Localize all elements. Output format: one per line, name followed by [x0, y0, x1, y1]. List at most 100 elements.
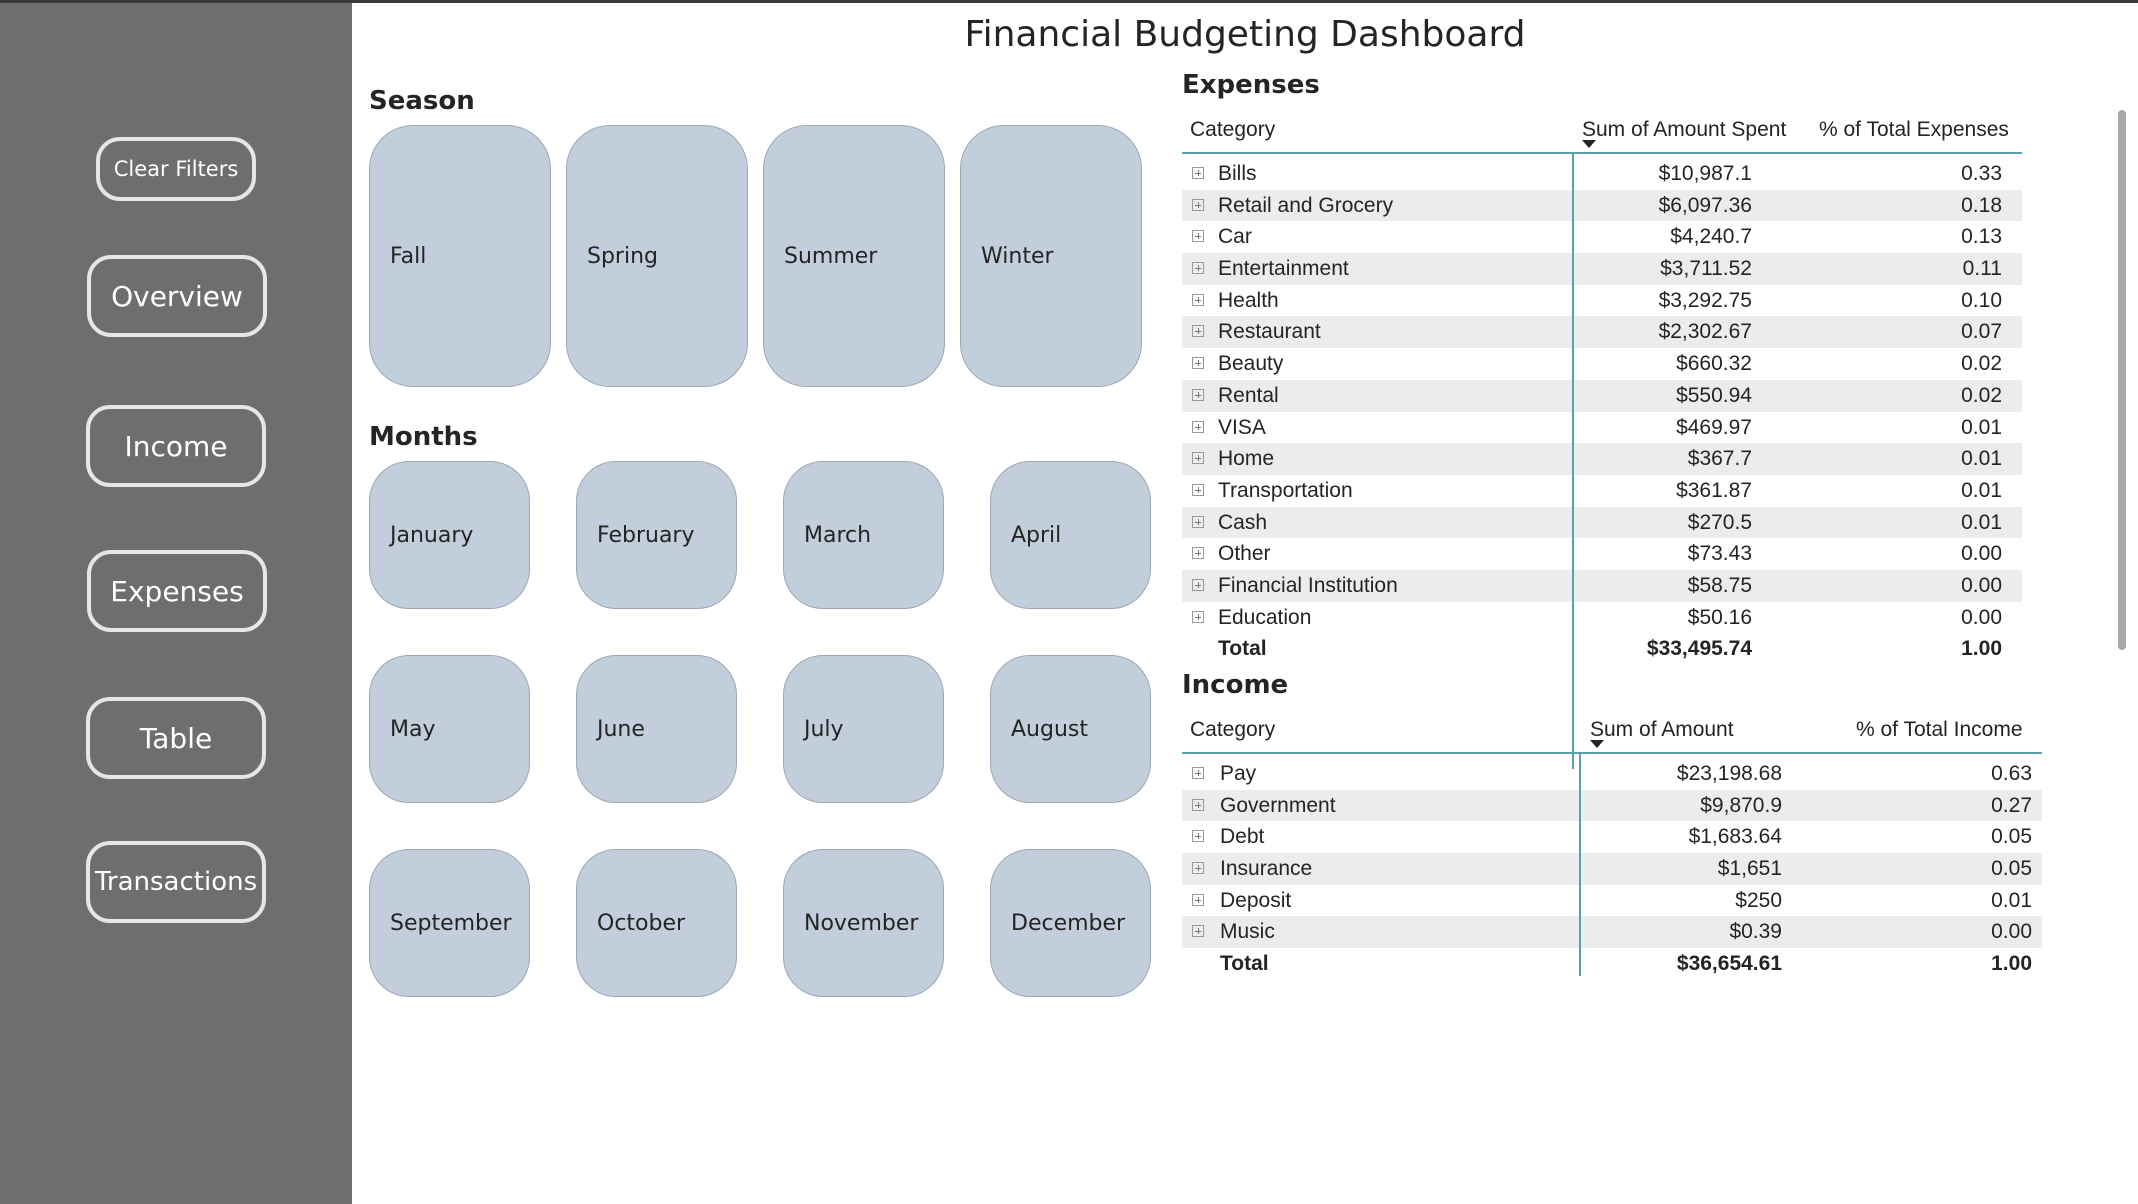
table-row[interactable]: Other $73.43 0.00	[1182, 538, 2022, 570]
table-row[interactable]: Government $9,870.9 0.27	[1182, 789, 2042, 822]
income-table-body: Pay $23,198.68 0.63 Government $9,870.9 0.27 D…	[1182, 754, 2042, 980]
table-row[interactable]: Insurance $1,651 0.05	[1182, 853, 2042, 885]
row-percent: 0.13	[1961, 225, 2002, 249]
row-amount: $550.94	[1676, 383, 1752, 407]
expand-icon[interactable]	[1192, 610, 1204, 623]
table-row[interactable]: Bills $10,987.1 0.33	[1182, 158, 2022, 190]
expand-icon[interactable]	[1192, 925, 1204, 938]
expand-icon[interactable]	[1192, 578, 1204, 591]
income-col-percent[interactable]: % of Total Income	[1856, 718, 2023, 741]
expenses-button[interactable]: Expenses	[87, 550, 267, 632]
month-tile-august[interactable]: August	[990, 655, 1151, 803]
overview-button[interactable]: Overview	[87, 255, 267, 337]
season-tile-summer[interactable]: Summer	[763, 125, 945, 387]
month-tile-june[interactable]: June	[576, 655, 737, 803]
income-col-amount[interactable]: Sum of Amount	[1590, 718, 1734, 741]
table-row[interactable]: Deposit $250 0.01	[1182, 885, 2042, 917]
expand-icon[interactable]	[1192, 547, 1204, 560]
month-tile-february[interactable]: February	[576, 461, 737, 609]
page-scrollbar[interactable]	[2118, 110, 2126, 650]
row-category: Cash	[1218, 510, 1268, 534]
expand-icon[interactable]	[1192, 167, 1204, 179]
total-amount: $36,654.61	[1676, 952, 1782, 976]
total-amount: $33,495.74	[1646, 637, 1752, 661]
month-tile-may[interactable]: May	[369, 655, 530, 803]
expenses-table: Category Sum of Amount Spent % of Total …	[1182, 110, 2022, 769]
row-amount: $1,683.64	[1688, 825, 1782, 849]
season-tile-spring[interactable]: Spring	[566, 125, 748, 387]
row-percent: 0.00	[1961, 605, 2002, 629]
table-row[interactable]: Pay $23,198.68 0.63	[1182, 758, 2042, 790]
income-col-category[interactable]: Category	[1190, 718, 1276, 741]
expand-icon[interactable]	[1192, 388, 1204, 401]
table-row[interactable]: Debt $1,683.64 0.05	[1182, 821, 2042, 853]
income-table-header: Category Sum of Amount % of Total Income	[1182, 710, 2042, 754]
table-row[interactable]: Transportation $361.87 0.01	[1182, 475, 2022, 507]
expenses-divider	[1572, 154, 1574, 769]
row-category: Education	[1218, 605, 1312, 629]
row-amount: $6,097.36	[1658, 193, 1752, 217]
table-row[interactable]: Cash $270.5 0.01	[1182, 506, 2022, 539]
season-tile-fall[interactable]: Fall	[369, 125, 551, 387]
row-amount: $73.43	[1687, 542, 1752, 566]
expand-icon[interactable]	[1192, 830, 1204, 843]
row-percent: 0.05	[1991, 857, 2032, 881]
table-row[interactable]: Entertainment $3,711.52 0.11	[1182, 253, 2022, 285]
month-tile-january[interactable]: January	[369, 461, 530, 609]
row-category: Restaurant	[1218, 320, 1321, 344]
expenses-col-amount[interactable]: Sum of Amount Spent	[1582, 118, 1787, 141]
expand-icon[interactable]	[1192, 798, 1204, 811]
sort-desc-icon[interactable]	[1590, 740, 1604, 748]
expand-icon[interactable]	[1192, 420, 1204, 433]
row-category: Bills	[1218, 162, 1257, 185]
row-percent: 0.33	[1961, 162, 2002, 185]
transactions-button[interactable]: Transactions	[86, 841, 266, 923]
table-row[interactable]: Financial Institution $58.75 0.00	[1182, 569, 2022, 602]
table-row[interactable]: Health $3,292.75 0.10	[1182, 285, 2022, 317]
expenses-col-category[interactable]: Category	[1190, 118, 1276, 141]
expand-icon[interactable]	[1192, 862, 1204, 875]
sort-desc-icon[interactable]	[1582, 140, 1596, 148]
table-row[interactable]: Car $4,240.7 0.13	[1182, 221, 2022, 253]
expand-icon[interactable]	[1192, 230, 1204, 243]
expenses-col-percent[interactable]: % of Total Expenses	[1819, 118, 2009, 141]
table-row[interactable]: VISA $469.97 0.01	[1182, 412, 2022, 444]
row-amount: $367.7	[1687, 447, 1752, 471]
row-percent: 0.02	[1961, 383, 2002, 407]
expand-icon[interactable]	[1192, 452, 1204, 465]
season-tile-winter[interactable]: Winter	[960, 125, 1142, 387]
month-tile-july[interactable]: July	[783, 655, 944, 803]
expand-icon[interactable]	[1192, 325, 1204, 338]
month-tile-october[interactable]: October	[576, 849, 737, 997]
expand-icon[interactable]	[1192, 293, 1204, 306]
expand-icon[interactable]	[1192, 893, 1204, 906]
row-category: Deposit	[1220, 888, 1292, 912]
month-tile-september[interactable]: September	[369, 849, 530, 997]
row-amount: $10,987.1	[1658, 162, 1752, 185]
expand-icon[interactable]	[1192, 515, 1204, 528]
expand-icon[interactable]	[1192, 767, 1204, 779]
table-row[interactable]: Beauty $660.32 0.02	[1182, 348, 2022, 380]
top-border	[0, 0, 2138, 3]
clear-filters-button[interactable]: Clear Filters	[96, 137, 256, 201]
table-row[interactable]: Home $367.7 0.01	[1182, 443, 2022, 475]
expand-icon[interactable]	[1192, 357, 1204, 370]
expand-icon[interactable]	[1192, 483, 1204, 496]
table-row[interactable]: Music $0.39 0.00	[1182, 916, 2042, 949]
month-tile-november[interactable]: November	[783, 849, 944, 997]
month-tile-december[interactable]: December	[990, 849, 1151, 997]
income-button[interactable]: Income	[86, 405, 266, 487]
total-label: Total	[1218, 637, 1267, 661]
table-row[interactable]: Rental $550.94 0.02	[1182, 379, 2022, 412]
month-tile-march[interactable]: March	[783, 461, 944, 609]
table-button[interactable]: Table	[86, 697, 266, 779]
expand-icon[interactable]	[1192, 198, 1204, 211]
table-row[interactable]: Restaurant $2,302.67 0.07	[1182, 316, 2022, 349]
expand-icon[interactable]	[1192, 262, 1204, 275]
row-category: Other	[1218, 542, 1271, 566]
row-percent: 0.02	[1961, 352, 2002, 376]
row-amount: $270.5	[1687, 510, 1752, 534]
month-tile-april[interactable]: April	[990, 461, 1151, 609]
table-row[interactable]: Retail and Grocery $6,097.36 0.18	[1182, 189, 2022, 222]
table-row[interactable]: Education $50.16 0.00	[1182, 602, 2022, 634]
